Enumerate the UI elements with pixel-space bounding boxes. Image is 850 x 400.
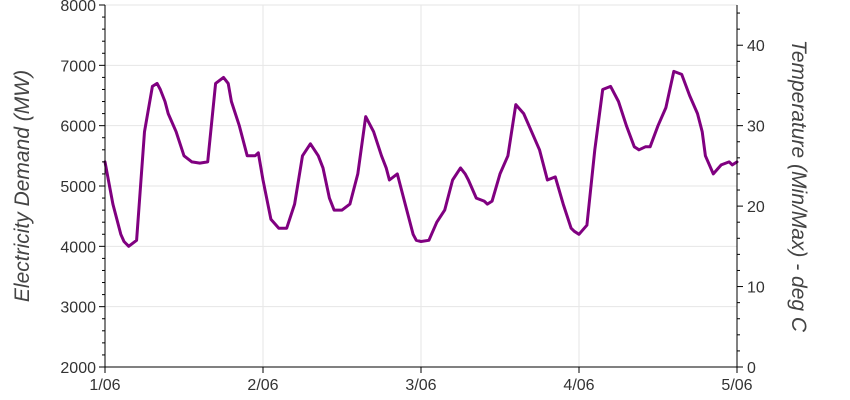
y-tick-label: 2000 [60,360,96,377]
y2-tick-label: 30 [747,119,765,136]
grid [105,4,738,367]
series-layer [103,69,739,248]
y2-tick-label: 10 [747,280,765,297]
y-tick-label: 5000 [60,179,96,196]
y2-tick-label: 40 [747,38,765,55]
y2-tick-label: 20 [747,199,765,216]
x-tick-label: 4/06 [563,377,594,394]
x-tick-label: 2/06 [247,377,278,394]
y-axis-title: Electricity Demand (MW) [11,70,34,302]
x-tick-label: 5/06 [721,377,752,394]
tick-labels: 2000 3000 4000 5000 6000 7000 8000 0 10 20 30 40 1/0… [60,0,764,394]
series-line [103,69,739,248]
y-tick-label: 8000 [60,0,96,15]
y-tick-label: 4000 [60,239,96,256]
y-tick-label: 6000 [60,119,96,136]
axes [99,4,743,373]
x-tick-label: 3/06 [405,377,436,394]
x-tick-label: 1/06 [89,377,120,394]
y2-axis-title: Temperature (Min/Max) - deg C [787,40,810,333]
y-tick-label: 3000 [60,300,96,317]
y2-tick-label: 0 [747,360,756,377]
y-tick-label: 7000 [60,58,96,75]
